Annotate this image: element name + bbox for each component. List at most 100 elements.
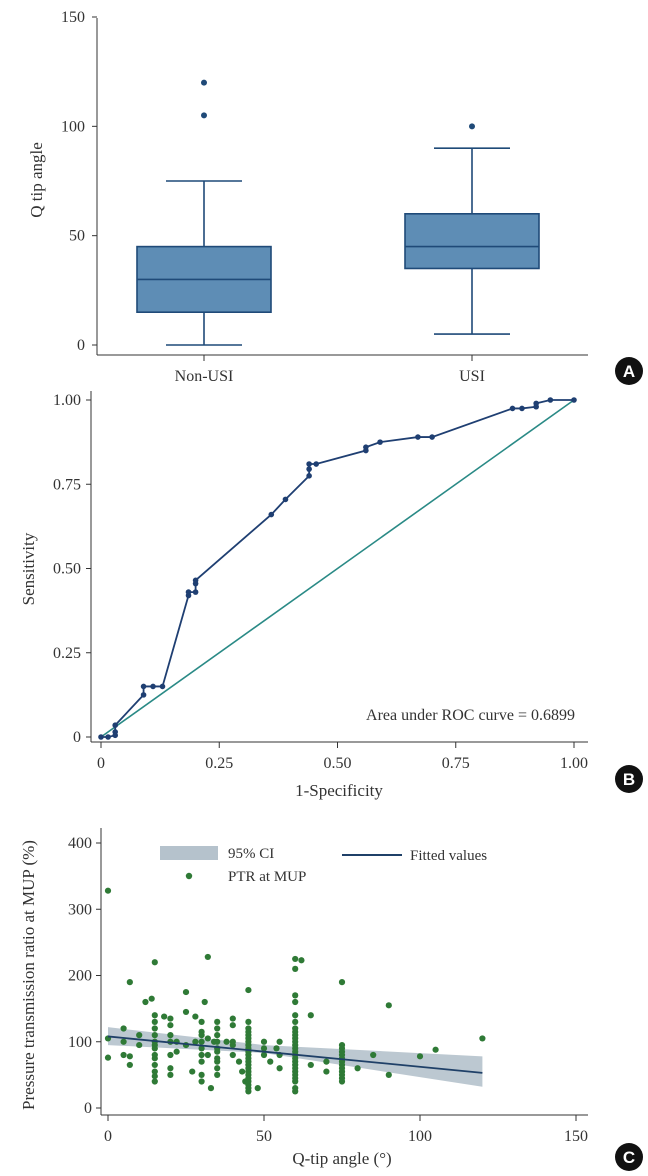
- scatter-point: [198, 1078, 205, 1085]
- scatter-point: [151, 1018, 158, 1025]
- panel-a-y-tick-label: 0: [77, 337, 85, 354]
- panel-a-x-tick-label: Non-USI: [175, 368, 234, 385]
- scatter-point: [260, 1045, 268, 1052]
- roc-point: [377, 439, 383, 445]
- scatter-point: [198, 1051, 205, 1059]
- scatter-point: [151, 1032, 158, 1039]
- panel-c-label: C: [623, 1148, 635, 1167]
- scatter-point: [338, 979, 346, 986]
- scatter-point: [432, 1046, 439, 1053]
- roc-point: [140, 692, 147, 698]
- panel-a-y-tick-label: 150: [61, 9, 85, 26]
- panel-b-y-tick-label: 1.00: [53, 392, 81, 409]
- scatter-point: [136, 1041, 143, 1049]
- roc-point: [112, 722, 118, 729]
- scatter-point: [198, 1045, 205, 1052]
- scatter-point: [126, 1061, 133, 1069]
- panel-b-y-tick-label: 0.25: [53, 645, 81, 662]
- legend-ci-label: 95% CI: [228, 846, 274, 862]
- scatter-point: [292, 998, 299, 1006]
- panel-b-y-tick-label: 0.50: [53, 561, 81, 578]
- scatter-point: [292, 955, 299, 963]
- scatter-point: [416, 1053, 424, 1060]
- scatter-point: [214, 1048, 221, 1055]
- roc-point: [306, 473, 312, 479]
- panel-b-badge: [615, 765, 643, 793]
- scatter-point: [167, 1051, 174, 1059]
- roc-point: [306, 466, 312, 472]
- roc-point: [140, 683, 147, 690]
- scatter-point: [245, 1088, 252, 1095]
- scatter-point: [192, 1013, 199, 1020]
- scatter-point: [267, 1058, 274, 1065]
- scatter-point: [207, 1085, 215, 1092]
- panel-b-x-tick-label: 0.50: [324, 755, 352, 772]
- scatter-point: [292, 1018, 299, 1025]
- scatter-point: [229, 1015, 236, 1022]
- panel-a-y-axis-title: Q tip angle: [27, 142, 46, 218]
- scatter-point: [260, 1038, 268, 1045]
- scatter-point: [192, 1038, 199, 1045]
- panel-a-y-tick-label: 50: [69, 228, 85, 245]
- scatter-point: [126, 1053, 133, 1060]
- scatter-point: [104, 887, 112, 894]
- scatter-point: [229, 1041, 236, 1049]
- scatter-point: [307, 1061, 314, 1069]
- scatter-point: [151, 1012, 158, 1019]
- panel-b-x-tick-label: 0.25: [205, 755, 233, 772]
- scatter-point: [214, 1018, 221, 1025]
- panel-a-boxplot: 0 50 100 150 Non-USI USI Q tip angle A: [27, 9, 643, 385]
- scatter-point: [214, 1058, 221, 1065]
- scatter-point: [148, 995, 155, 1002]
- panel-c-y-tick-label: 100: [68, 1034, 92, 1051]
- scatter-point: [385, 1002, 392, 1009]
- roc-point: [415, 434, 421, 440]
- panel-c-y-axis-title: Pressure transmission ratio at MUP (%): [19, 840, 38, 1110]
- roc-point: [150, 683, 156, 690]
- scatter-point: [136, 1032, 143, 1039]
- legend-ci-swatch: [160, 846, 218, 860]
- scatter-point: [307, 1012, 314, 1019]
- scatter-point: [151, 1078, 158, 1085]
- scatter-point: [323, 1068, 330, 1075]
- scatter-point: [338, 1078, 346, 1085]
- panel-c-y-tick-label: 400: [68, 835, 92, 852]
- panel-c-badge: [615, 1143, 643, 1171]
- panel-b-x-axis-title: 1-Specificity: [295, 781, 383, 800]
- panel-c-x-axis-title: Q-tip angle (°): [292, 1149, 391, 1168]
- scatter-point: [370, 1051, 377, 1059]
- scatter-point: [189, 1068, 196, 1075]
- panel-c-y-tick-label: 0: [84, 1100, 92, 1117]
- scatter-point: [151, 1055, 158, 1062]
- roc-point: [98, 734, 104, 740]
- panel-b-x-tick-label: 1.00: [560, 755, 588, 772]
- scatter-point: [167, 1071, 174, 1078]
- scatter-point: [151, 1025, 158, 1032]
- scatter-point: [323, 1058, 330, 1065]
- scatter-point: [214, 1038, 221, 1045]
- scatter-point: [151, 1073, 158, 1080]
- scatter-point: [167, 1015, 174, 1022]
- legend-fit-label: Fitted values: [410, 848, 487, 864]
- scatter-point: [182, 988, 190, 996]
- scatter-point: [151, 1045, 158, 1052]
- scatter-point: [167, 1065, 174, 1072]
- panel-c-x-tick-label: 150: [564, 1128, 588, 1145]
- roc-point: [105, 734, 111, 740]
- panel-b-y-tick-label: 0.75: [53, 476, 81, 493]
- scatter-point: [354, 1065, 361, 1072]
- scatter-point: [292, 992, 299, 999]
- panel-c-y-tick-label: 300: [68, 901, 92, 918]
- box-outlier: [201, 112, 207, 119]
- scatter-point: [214, 1065, 221, 1072]
- scatter-point: [214, 1071, 221, 1078]
- scatter-point: [214, 1025, 221, 1032]
- roc-point: [185, 589, 192, 595]
- scatter-point: [173, 1048, 180, 1055]
- panel-a-x-tick-label: USI: [459, 368, 485, 385]
- scatter-point: [292, 1088, 299, 1095]
- scatter-point: [198, 1071, 205, 1078]
- roc-point: [509, 405, 516, 412]
- scatter-point: [204, 1051, 211, 1059]
- box-outlier: [201, 79, 207, 86]
